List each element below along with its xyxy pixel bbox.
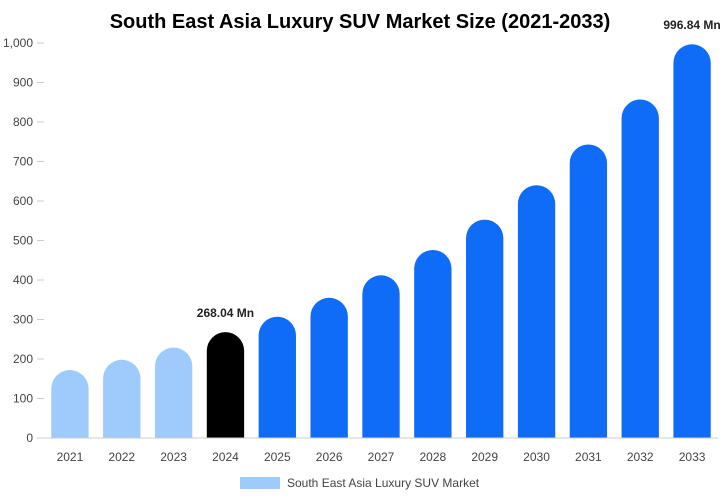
x-tick-label: 2031 [575, 450, 602, 464]
x-tick-label: 2024 [212, 450, 239, 464]
bar-2028[interactable] [414, 249, 452, 438]
bar-2024[interactable] [206, 332, 245, 438]
data-labels: 268.04 Mn 996.84 Mn [197, 18, 720, 320]
bar-2023[interactable] [154, 347, 193, 438]
y-tick-label: 900 [13, 76, 33, 90]
y-tick-label: 200 [13, 352, 33, 366]
legend-swatch [240, 477, 280, 489]
y-tick-label: 800 [13, 115, 33, 129]
y-axis: 0 100 200 300 400 500 600 700 800 900 1,000 [3, 36, 44, 445]
y-tick-label: 100 [13, 392, 33, 406]
y-tick-label: 300 [13, 313, 33, 327]
bar-2021[interactable] [51, 370, 89, 438]
y-tick-label: 600 [13, 194, 33, 208]
bar-2029[interactable] [466, 219, 504, 438]
bar-2031[interactable] [569, 144, 608, 439]
legend[interactable]: South East Asia Luxury SUV Market [240, 476, 480, 490]
bar-2025[interactable] [258, 316, 296, 438]
bar-2026[interactable] [310, 297, 348, 438]
bars [51, 44, 711, 439]
x-tick-label: 2022 [108, 450, 135, 464]
data-label-2024: 268.04 Mn [197, 306, 254, 320]
y-tick-label: 500 [13, 234, 33, 248]
x-tick-label: 2030 [523, 450, 550, 464]
bar-2027[interactable] [362, 275, 400, 438]
x-tick-label: 2023 [160, 450, 187, 464]
x-tick-label: 2029 [471, 450, 498, 464]
x-axis: 2021 2022 2023 2024 2025 2026 2027 2028 2029 2030… [57, 450, 706, 464]
bar-2030[interactable] [517, 185, 556, 438]
bar-2032[interactable] [621, 99, 659, 439]
x-tick-label: 2028 [419, 450, 446, 464]
x-tick-label: 2033 [679, 450, 706, 464]
y-tick-label: 700 [13, 155, 33, 169]
x-tick-label: 2027 [368, 450, 395, 464]
x-tick-label: 2026 [316, 450, 343, 464]
bar-2033[interactable] [673, 44, 711, 438]
data-label-2033: 996.84 Mn [663, 18, 720, 32]
y-tick-label: 400 [13, 273, 33, 287]
x-tick-label: 2025 [264, 450, 291, 464]
y-tick-label: 0 [26, 431, 33, 445]
x-tick-label: 2021 [57, 450, 84, 464]
bar-2022[interactable] [103, 359, 141, 438]
y-tick-label: 1,000 [3, 36, 33, 50]
x-tick-label: 2032 [627, 450, 654, 464]
legend-label: South East Asia Luxury SUV Market [287, 476, 480, 490]
chart-title: South East Asia Luxury SUV Market Size (… [110, 11, 611, 33]
